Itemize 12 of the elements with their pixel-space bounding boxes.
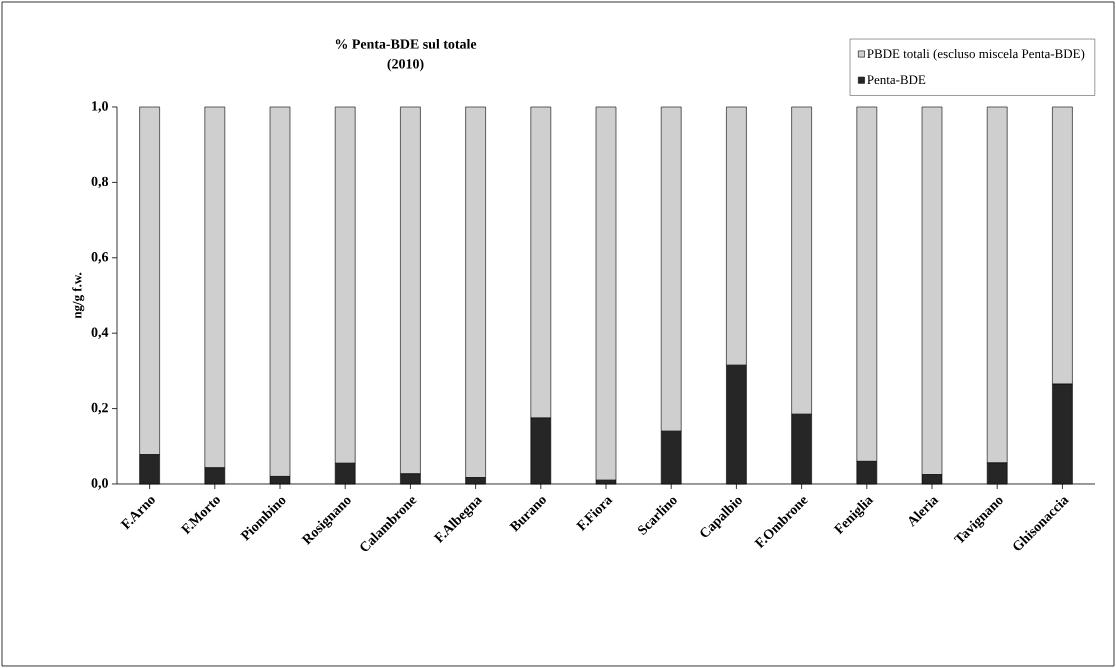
legend-label: PBDE totali (escluso miscela Penta-BDE) [867, 49, 1085, 61]
chart-title: % Penta-BDE sul totale [335, 38, 477, 49]
y-tick-label: 1,0 [92, 101, 108, 113]
legend-label: Penta-BDE [867, 75, 926, 85]
y-tick-label: 0,8 [91, 176, 109, 189]
y-axis-title: ng/g f.w. [72, 272, 85, 319]
y-tick-label: 0,2 [91, 402, 108, 415]
y-tick-label: 0,0 [91, 478, 108, 490]
y-tick-label: 0,6 [91, 252, 109, 264]
bar [595, 106, 617, 481]
chart-subtitle: (2010) [387, 58, 424, 72]
y-tick-label: 0,4 [91, 327, 109, 339]
